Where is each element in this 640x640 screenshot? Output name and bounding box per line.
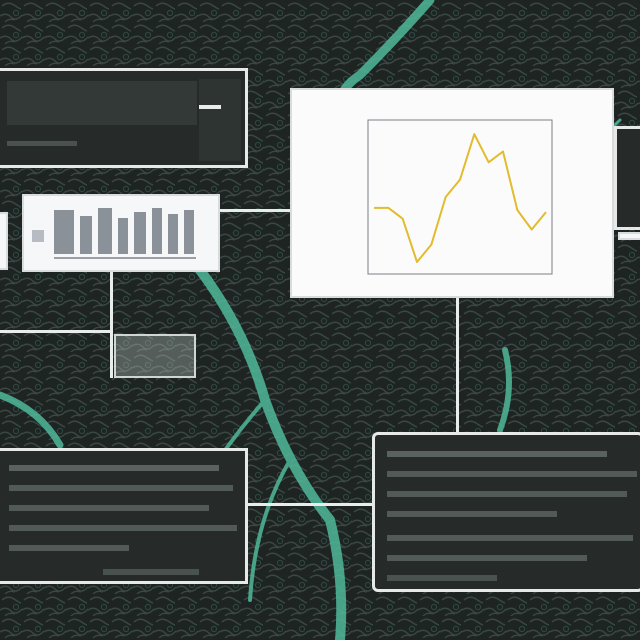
connector-line <box>248 503 376 506</box>
redacted-text-line <box>387 511 557 517</box>
redacted-text-line <box>9 485 233 491</box>
edge-card <box>0 212 8 270</box>
dark-text-panel <box>0 448 248 584</box>
dark-text-panel <box>372 432 640 592</box>
redacted-text-line <box>387 451 607 457</box>
redacted-text-line <box>9 525 237 531</box>
edge-card <box>618 232 640 240</box>
redacted-text-line <box>387 555 587 561</box>
mini-bar-chart <box>32 208 196 259</box>
bar-chart-thumbnail <box>22 194 220 272</box>
translucent-card <box>114 334 196 378</box>
redacted-text-line <box>103 569 199 575</box>
redacted-text-line <box>9 505 209 511</box>
redacted-text-line <box>9 465 219 471</box>
redacted-text-block <box>199 79 241 161</box>
connector-line <box>0 330 110 333</box>
connector-line <box>220 209 292 212</box>
redacted-text-line <box>9 545 129 551</box>
line-chart-panel <box>290 88 614 298</box>
redacted-text-line <box>387 575 497 581</box>
redacted-text-block <box>7 81 197 125</box>
series-line <box>374 133 547 263</box>
redacted-text-line <box>387 471 637 477</box>
redacted-text-line <box>387 491 627 497</box>
line-chart <box>367 119 553 275</box>
connector-line <box>456 296 459 436</box>
connector-line <box>110 270 113 378</box>
dark-text-panel <box>0 68 248 168</box>
highlight-bar <box>199 105 221 109</box>
redacted-text-line <box>387 535 633 541</box>
plot-frame <box>367 119 553 275</box>
edge-card <box>614 126 640 230</box>
redacted-text-line <box>7 141 77 146</box>
series-group <box>374 133 547 263</box>
